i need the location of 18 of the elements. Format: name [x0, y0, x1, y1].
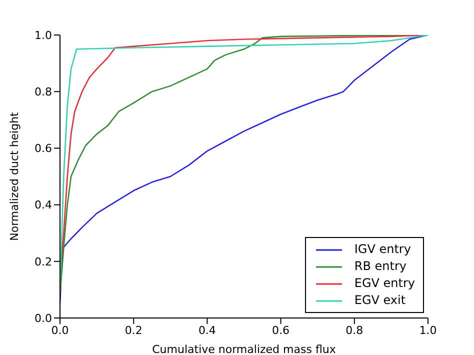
x-tick-label: 0.2 — [124, 324, 142, 337]
x-tick-label: 1.0 — [419, 324, 437, 337]
legend-label: RB entry — [354, 258, 406, 275]
x-tick-label: 0.0 — [51, 324, 69, 337]
y-tick-label: 0.2 — [34, 255, 52, 268]
y-tick-label: 1.0 — [34, 28, 52, 42]
x-axis-title: Cumulative normalized mass flux — [152, 343, 336, 355]
legend-label: EGV exit — [354, 292, 406, 309]
y-tick-label: 0.6 — [34, 142, 52, 156]
y-tick-label: 0.8 — [34, 86, 52, 99]
x-tick-label: 0.8 — [346, 324, 364, 337]
x-tick-label: 0.4 — [198, 324, 216, 337]
legend-label: IGV entry — [354, 241, 411, 258]
y-axis-title: Normalized duct height — [8, 111, 21, 241]
y-tick-label: 0.4 — [34, 198, 52, 212]
y-tick-label: 0.0 — [34, 312, 52, 325]
x-tick-label: 0.6 — [272, 324, 290, 337]
legend-label: EGV entry — [354, 275, 415, 292]
